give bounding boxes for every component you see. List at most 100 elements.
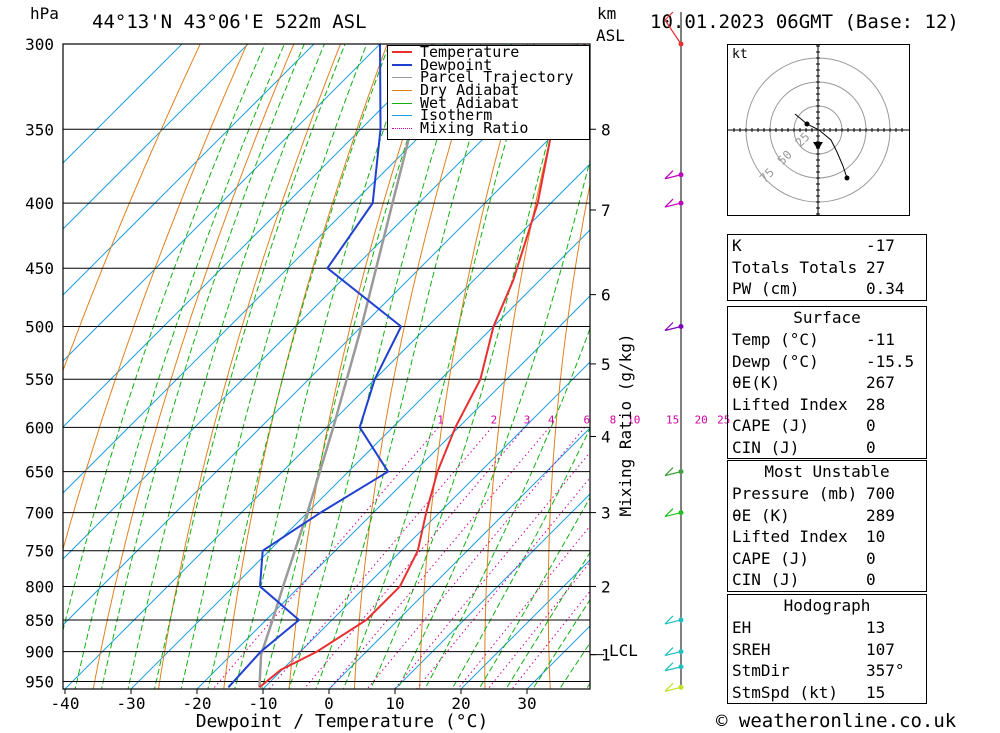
temperature-tick-label: 0 [324,694,334,713]
pressure-tick-label: 650 [25,463,54,482]
wind-barb-feather [664,467,674,477]
general-index-value: 0.34 [866,279,905,298]
km-tick-label: 5 [601,355,611,374]
wind-barb [664,19,682,45]
hodograph-point [804,121,810,127]
general-index-row: PW (cm) 0.34 [728,278,926,300]
mixing-ratio-label: 6 [584,413,591,426]
mu-index-row: θE (K) 289 [728,505,926,527]
pressure-tick-label: 950 [25,672,54,691]
dry-adiabat-line [992,44,1000,690]
dry-adiabat-line [223,44,388,689]
mixing-ratio-label: 20 [695,413,708,426]
mixing-ratio-label: 4 [548,413,555,426]
legend-item: Isotherm [388,106,589,125]
pressure-unit-label: hPa [30,4,59,23]
mixing-ratio-label: 8 [610,413,617,426]
wet-adiabat-line [532,598,590,689]
general-index-label: PW (cm) [732,279,800,298]
wind-barb [664,512,682,518]
legend-item: Dry Adiabat [388,83,589,97]
pressure-tick-label: 850 [25,611,54,630]
surface-index-label: Temp (°C) [732,330,819,349]
pressure-tick-label: 350 [25,120,54,139]
wind-barb-feather [664,508,674,518]
mu-index-label: Lifted Index [732,527,848,546]
surface-index-value: -11 [866,330,895,349]
surface-index-value: 0 [866,437,876,457]
datetime-title: 10.01.2023 06GMT (Base: 12) [650,11,959,33]
mu-index-value: 0 [866,570,876,589]
surface-index-row: CAPE (J) 0 [728,415,926,437]
wind-barb-feather [664,198,674,208]
most-unstable-title: Most Unstable [764,462,890,481]
isotherm-line [63,97,590,626]
dry-adiabat-line [547,181,590,689]
surface-index-value: -15.5 [866,351,915,371]
hodograph-point [844,175,850,181]
km-tick-label: 7 [601,201,611,220]
hodo-index-value: 15 [866,682,886,702]
isotherm-line [196,295,590,689]
legend-label: Isotherm [420,106,493,125]
parcel-trajectory-line [258,44,435,688]
isotherm-line [262,361,590,689]
surface-index-label: CAPE (J) [732,416,810,435]
isotherm-line [64,163,590,689]
lcl-label: LCL [609,641,638,660]
mixing-ratio-line [366,426,586,689]
surface-index-label: θE(K) [732,373,781,392]
surface-index-row: θE(K) 267 [728,372,926,394]
legend-label: Wet Adiabat [420,93,520,112]
legend-label: Temperature [420,43,520,61]
km-tick-label: 8 [601,120,611,139]
legend-item: Temperature [388,43,589,61]
wind-barb-feather [664,662,674,672]
temperature-tick-label: 20 [451,694,470,713]
hodograph-title: Hodograph [783,596,871,615]
hodo-index-row: EH 13 [728,617,926,639]
hodo-index-row: SREH 107 [728,639,926,661]
wet-adiabat-line [369,44,575,689]
hodo-index-value: 107 [866,639,895,659]
pressure-tick-label: 750 [25,542,54,561]
mixing-ratio-line [487,561,590,689]
wind-barb [664,325,682,332]
mixing-ratio-line [212,426,439,689]
mixing-ratio-label: 1 [437,413,444,426]
pressure-tick-label: 300 [25,35,54,54]
legend: Temperature Dewpoint Parcel Trajectory Dry … [387,45,590,140]
surface-index-row: CIN (J) 0 [728,437,926,459]
km-tick-label: 3 [601,504,611,523]
temperature-tick-label: -10 [249,694,278,713]
legend-item: Wet Adiabat [388,93,589,112]
mu-index-label: CAPE (J) [732,548,810,568]
pressure-tick-label: 400 [25,194,54,213]
temperature-tick-label: -40 [51,694,80,713]
wind-barb-feather [664,682,674,692]
general-index-row: K -17 [728,235,926,257]
wind-barb [664,471,682,477]
copyright-link[interactable]: © weatheronline.co.uk [716,710,957,732]
hodograph-table: Hodograph EH 13 SREH 107 StmDir 357° StmSpd (k… [727,594,927,704]
wind-barb [664,686,682,692]
mu-index-label: Pressure (mb) [732,484,858,503]
mu-index-label: CIN (J) [732,570,800,589]
temperature-line [258,44,586,689]
wet-adiabat-line [127,44,325,689]
x-axis-label: Dewpoint / Temperature (°C) [196,711,489,732]
temperature-tick-label: -20 [183,694,212,713]
temperature-tick-label: 10 [385,694,404,713]
isotherm-line [460,559,590,689]
mu-index-row: CAPE (J) 0 [728,548,926,570]
general-index-row: Totals Totals 27 [728,257,926,279]
wind-barb-feather [664,11,674,21]
mu-index-value: 10 [866,527,886,546]
hodograph-unit-label: kt [732,47,748,62]
general-indices-table: K -17 Totals Totals 27 PW (cm) 0.34 [727,234,927,301]
isotherm-line [63,44,183,164]
dry-adiabat-line [419,44,529,689]
mixing-ratio-label: 3 [524,413,531,426]
storm-motion-marker [813,142,823,150]
